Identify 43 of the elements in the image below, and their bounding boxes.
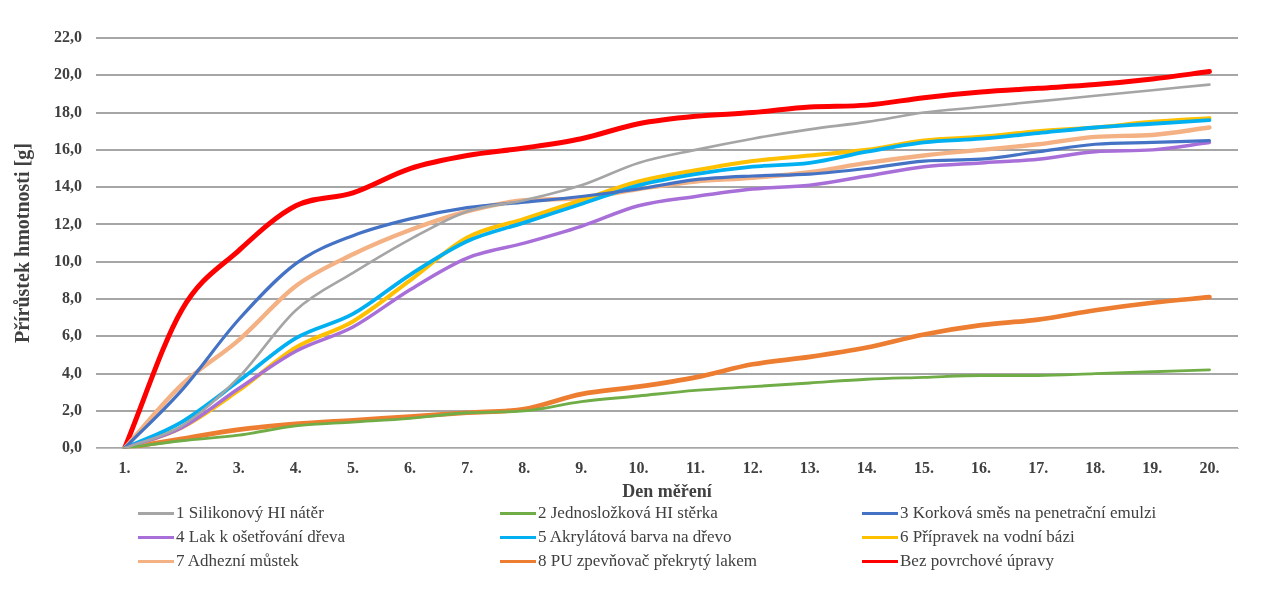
y-tick-label: 14,0 — [54, 177, 82, 195]
x-tick-label: 12. — [742, 458, 763, 476]
y-axis-title: Přírůstek hmotnosti [g] — [11, 143, 35, 344]
x-tick-label: 13. — [799, 458, 820, 476]
x-tick-label: 9. — [575, 458, 588, 476]
y-tick-label: 10,0 — [54, 251, 82, 269]
x-tick-label: 5. — [346, 458, 359, 476]
x-tick-label: 20. — [1199, 458, 1220, 476]
legend-label: 5 Akrylátová barva na dřevo — [538, 527, 732, 547]
y-tick-label: 4,0 — [62, 363, 82, 381]
x-tick-label: 18. — [1085, 458, 1106, 476]
y-tick-label: 18,0 — [54, 102, 82, 120]
legend-label: Bez povrchové úpravy — [900, 551, 1054, 571]
legend-label: 6 Přípravek na vodní bázi — [900, 527, 1075, 547]
x-tick-label: 19. — [1142, 458, 1163, 476]
x-tick-label: 10. — [628, 458, 649, 476]
y-tick-label: 8,0 — [62, 289, 82, 307]
x-tick-label: 7. — [461, 458, 474, 476]
x-tick-label: 3. — [232, 458, 245, 476]
y-tick-label: 16,0 — [54, 140, 82, 158]
legend-label: 3 Korková směs na penetrační emulzi — [900, 503, 1157, 523]
x-tick-label: 11. — [685, 458, 706, 476]
x-tick-label: 17. — [1028, 458, 1049, 476]
x-tick-label: 6. — [404, 458, 417, 476]
y-tick-label: 12,0 — [54, 214, 82, 232]
legend-label: 4 Lak k ošetřování dřeva — [176, 527, 345, 547]
x-tick-label: 1. — [118, 458, 131, 476]
x-tick-label: 16. — [971, 458, 992, 476]
y-tick-label: 6,0 — [62, 326, 82, 344]
x-tick-label: 15. — [913, 458, 934, 476]
x-tick-label: 2. — [175, 458, 188, 476]
y-tick-label: 2,0 — [62, 401, 82, 419]
legend-label: 7 Adhezní můstek — [176, 551, 299, 571]
y-tick-label: 0,0 — [62, 438, 82, 456]
x-tick-label: 8. — [518, 458, 531, 476]
y-tick-label: 22,0 — [54, 28, 82, 46]
x-tick-label: 4. — [289, 458, 302, 476]
legend-label: 2 Jednosložková HI stěrka — [538, 503, 718, 523]
legend-label: 1 Silikonový HI nátěr — [176, 503, 324, 523]
y-tick-label: 20,0 — [54, 65, 82, 83]
x-axis-title: Den měření — [622, 480, 713, 501]
x-tick-label: 14. — [856, 458, 877, 476]
legend-label: 8 PU zpevňovač překrytý lakem — [538, 551, 758, 571]
